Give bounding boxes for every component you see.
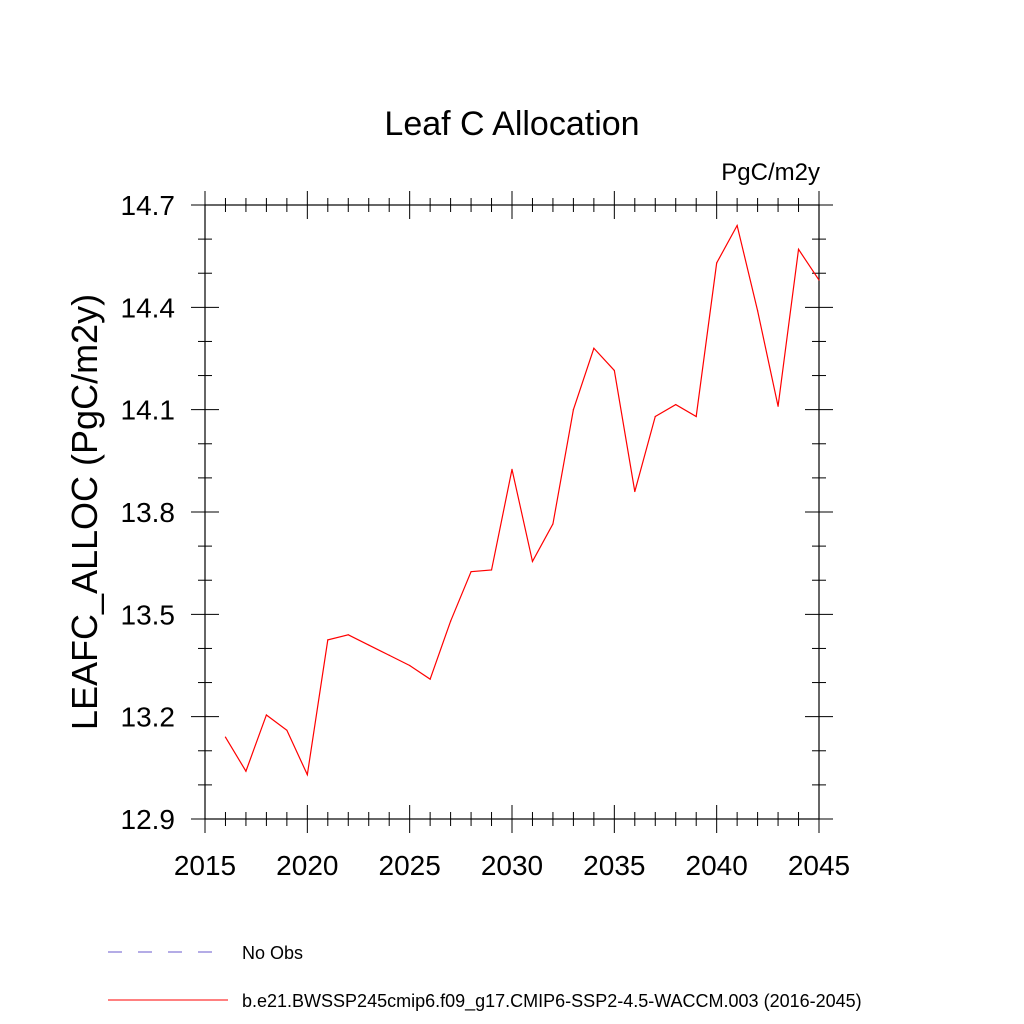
y-tick-label: 14.1 xyxy=(121,395,176,426)
series-point xyxy=(327,639,329,641)
series-point xyxy=(736,224,738,227)
series-point xyxy=(572,409,575,411)
units-label: PgC/m2y xyxy=(721,159,820,186)
series-point xyxy=(716,262,718,264)
y-tick-label: 13.5 xyxy=(121,599,176,630)
y-tick-label: 12.9 xyxy=(121,804,176,835)
series-point xyxy=(409,664,411,667)
y-axis-label: LEAFC_ALLOC (PgC/m2y) xyxy=(64,294,105,730)
series-point xyxy=(245,770,247,772)
legend-label: No Obs xyxy=(242,943,303,963)
series-point xyxy=(224,736,227,738)
y-tick-label: 13.8 xyxy=(121,497,176,528)
x-tick-label: 2045 xyxy=(788,850,850,881)
y-tick-label: 13.2 xyxy=(121,702,176,733)
series-group xyxy=(224,223,820,777)
legend-label: b.e21.BWSSP245cmip6.f09_g17.CMIP6-SSP2-4… xyxy=(242,991,862,1012)
series-point xyxy=(265,714,267,716)
series-point xyxy=(654,415,656,418)
series-point xyxy=(593,347,595,349)
series-point xyxy=(818,279,820,281)
series-point xyxy=(511,468,513,470)
series-point xyxy=(368,644,370,646)
y-tick-label: 14.7 xyxy=(121,190,176,221)
series-point xyxy=(429,678,431,680)
series-point xyxy=(634,490,636,493)
series-point xyxy=(797,248,800,250)
series-point xyxy=(675,403,677,406)
plot-frame xyxy=(204,204,820,820)
tick-labels: 2015 2020 2025 2030 2035 2040 2045 12.9 13.2 13.5… xyxy=(121,190,851,881)
series-point xyxy=(777,405,779,407)
series-line xyxy=(224,223,820,777)
series-point xyxy=(470,571,472,573)
series-point xyxy=(531,560,534,563)
x-tick-label: 2035 xyxy=(583,850,645,881)
series-point xyxy=(695,415,697,418)
y-tick-label: 14.4 xyxy=(121,292,176,323)
series-point xyxy=(286,729,288,731)
series-point xyxy=(306,774,308,776)
axis-ticks xyxy=(191,191,833,833)
x-tick-label: 2030 xyxy=(481,850,543,881)
series-point xyxy=(347,634,349,636)
series-point xyxy=(490,569,493,571)
x-tick-label: 2015 xyxy=(174,850,236,881)
x-tick-label: 2025 xyxy=(379,850,441,881)
chart-title: Leaf C Allocation xyxy=(384,105,639,143)
series-point xyxy=(613,369,615,372)
legend: No Obs b.e21.BWSSP245cmip6.f09_g17.CMIP6-… xyxy=(108,943,862,1012)
series-point xyxy=(552,523,554,525)
x-tick-label: 2040 xyxy=(686,850,748,881)
series-point xyxy=(388,654,390,656)
series-point xyxy=(757,310,759,312)
x-tick-label: 2020 xyxy=(276,850,338,881)
series-point xyxy=(450,620,452,622)
